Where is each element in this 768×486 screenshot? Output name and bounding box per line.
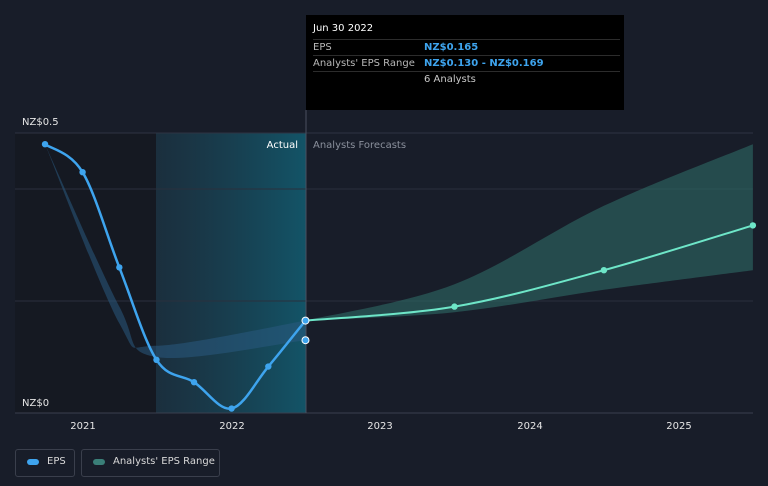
tooltip-analysts: 6 Analysts — [424, 74, 476, 85]
tooltip-eps-row: EPS NZ$0.165 — [313, 39, 620, 56]
legend-eps[interactable]: EPS — [15, 449, 75, 477]
forecast-point — [451, 303, 458, 310]
forecast-line — [305, 224, 754, 322]
eps-point — [41, 141, 49, 148]
x-tick-label: 2021 — [70, 421, 95, 432]
legend-eps-swatch — [27, 459, 39, 465]
eps-point — [153, 356, 160, 363]
y-top-label: NZ$0.5 — [22, 117, 59, 128]
y-bottom-label: NZ$0 — [22, 398, 49, 409]
eps-point — [265, 363, 272, 370]
tooltip-eps-value: NZ$0.165 — [424, 42, 479, 53]
range-low-point — [301, 336, 310, 345]
eps-line — [44, 143, 307, 410]
tooltip: Jun 30 2022 EPS NZ$0.165 Analysts' EPS R… — [306, 15, 624, 110]
tooltip-range-value: NZ$0.130 - NZ$0.169 — [424, 58, 544, 69]
actual-highlight — [156, 133, 306, 413]
tooltip-eps-label: EPS — [313, 42, 332, 53]
tooltip-date: Jun 30 2022 — [313, 23, 374, 34]
legend-eps-label: EPS — [47, 456, 66, 467]
eps-point — [190, 379, 198, 386]
actual-label: Actual — [267, 140, 298, 151]
legend-range-swatch — [93, 459, 105, 465]
forecast-point — [749, 222, 757, 229]
legend-range[interactable]: Analysts' EPS Range — [81, 449, 220, 477]
x-tick-label: 2023 — [367, 421, 392, 432]
tooltip-range-row: Analysts' EPS Range NZ$0.130 - NZ$0.169 — [313, 55, 620, 72]
forecast-label: Analysts Forecasts — [313, 140, 406, 151]
forecast-point — [600, 267, 608, 274]
x-tick-label: 2024 — [517, 421, 542, 432]
tooltip-analysts-row: 6 Analysts — [313, 71, 620, 88]
eps-point — [301, 316, 310, 325]
eps-point — [228, 405, 235, 412]
eps-point — [116, 264, 123, 271]
tooltip-range-label: Analysts' EPS Range — [313, 58, 415, 69]
x-tick-label: 2025 — [666, 421, 691, 432]
legend-range-label: Analysts' EPS Range — [113, 456, 215, 467]
x-tick-label: 2022 — [219, 421, 244, 432]
eps-point — [79, 169, 86, 176]
forecast-range-band — [305, 144, 753, 321]
historical-range-band — [45, 144, 306, 359]
